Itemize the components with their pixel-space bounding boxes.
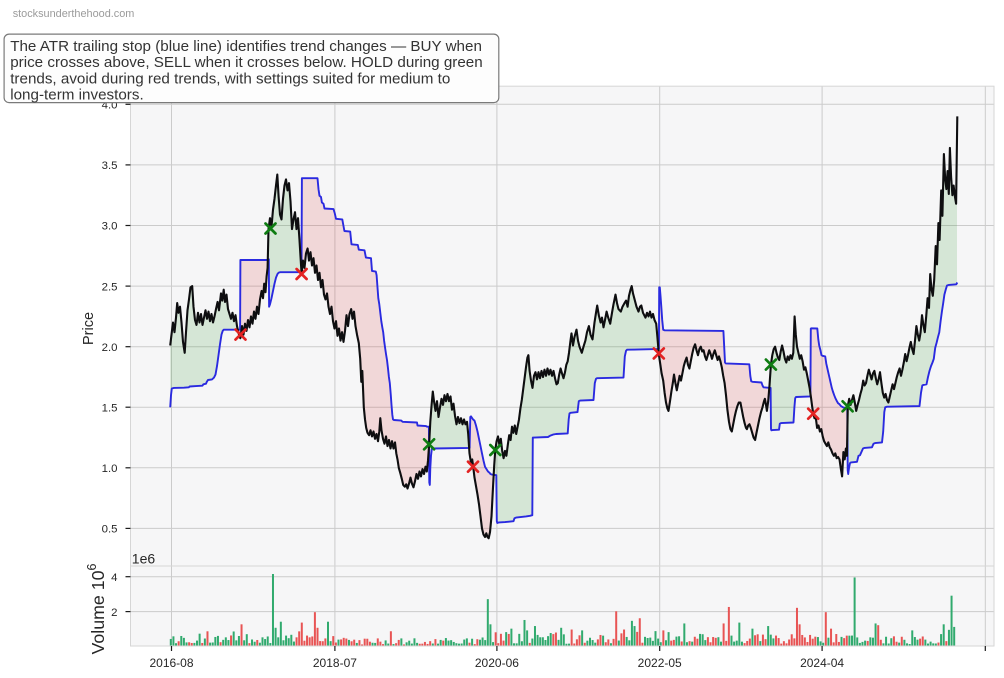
svg-text:2018-07: 2018-07 (313, 656, 357, 670)
svg-text:trends, avoid during red trend: trends, avoid during red trends, with se… (10, 70, 450, 87)
svg-text:2016-08: 2016-08 (149, 656, 193, 670)
svg-text:1e6: 1e6 (132, 551, 156, 567)
svg-text:Volume 106: Volume 106 (85, 563, 108, 654)
svg-text:2022-05: 2022-05 (638, 656, 682, 670)
svg-text:4: 4 (111, 572, 117, 584)
svg-text:0.5: 0.5 (102, 524, 118, 536)
svg-text:2: 2 (111, 607, 117, 619)
svg-text:1.0: 1.0 (102, 463, 118, 475)
svg-text:2024-04: 2024-04 (800, 656, 844, 670)
svg-text:1.5: 1.5 (102, 402, 118, 414)
svg-text:3.0: 3.0 (102, 221, 118, 233)
svg-text:2.5: 2.5 (102, 281, 118, 293)
svg-text:stocksunderthehood.com: stocksunderthehood.com (13, 8, 135, 20)
svg-text:3.5: 3.5 (102, 160, 118, 172)
svg-text:2020-06: 2020-06 (475, 656, 519, 670)
svg-text:long-term investors.: long-term investors. (10, 87, 144, 104)
svg-text:The ATR trailing stop (blue li: The ATR trailing stop (blue line) identi… (10, 38, 482, 55)
svg-text:price crosses above, SELL when: price crosses above, SELL when it crosse… (10, 54, 483, 71)
svg-text:Price: Price (81, 312, 97, 345)
svg-text:2.0: 2.0 (102, 342, 118, 354)
